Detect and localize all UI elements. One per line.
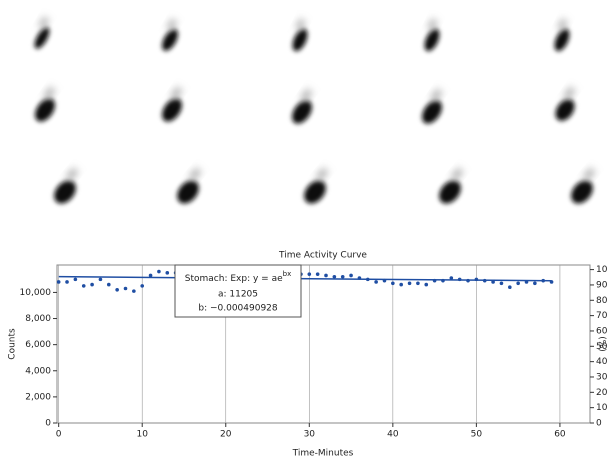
plot: 0 10 20 30 40 50 60 0 2,000 4,000 6,000 8,000 10,000… [20, 265, 607, 440]
data-point [149, 274, 153, 278]
x-tick-label: 50 [471, 430, 483, 440]
data-point [99, 278, 103, 282]
data-point [516, 281, 520, 285]
data-point [450, 276, 454, 280]
data-point [525, 280, 529, 284]
x-tick-label: 40 [387, 430, 399, 440]
y2-tick-label: 60 [596, 326, 607, 336]
data-point [140, 284, 144, 288]
x-tick-label: 30 [304, 430, 316, 440]
y-axis-label: Counts [8, 328, 18, 360]
data-point [333, 275, 337, 279]
data-point [408, 281, 412, 285]
data-point [475, 278, 479, 282]
data-point [124, 287, 128, 291]
data-point [157, 270, 161, 274]
y-tick-label: 6,000 [25, 340, 51, 350]
x-tick-label: 60 [554, 430, 566, 440]
data-point [90, 283, 94, 287]
y2-tick-label: 80 [596, 296, 607, 306]
data-point [324, 274, 328, 278]
data-point [366, 278, 370, 282]
data-point [491, 280, 495, 284]
data-point [500, 281, 504, 285]
data-point [74, 278, 78, 282]
y2-tick-label: 70 [596, 311, 607, 321]
data-point [115, 288, 119, 292]
data-point [541, 279, 545, 283]
scintigraphy-frames [28, 16, 605, 208]
x-axis-label: Time-Minutes [292, 449, 354, 459]
data-point [358, 276, 362, 280]
y-tick-label: 0 [45, 419, 51, 429]
data-point [165, 271, 169, 275]
y2-tick-label: 100 [596, 265, 607, 275]
chart-title: Time Activity Curve [278, 251, 367, 261]
data-point [82, 284, 86, 288]
y-tick-label: 10,000 [20, 288, 52, 298]
annotation-a: a: 11205 [218, 290, 258, 300]
y2-tick-label: 90 [596, 280, 607, 290]
x-tick-label: 0 [56, 430, 62, 440]
data-point [533, 281, 537, 285]
data-point [383, 279, 387, 283]
data-point [416, 281, 420, 285]
data-point [508, 285, 512, 289]
data-point [399, 283, 403, 287]
data-point [424, 283, 428, 287]
data-point [316, 272, 320, 276]
y2-tick-label: 0 [596, 419, 602, 429]
data-point [349, 274, 353, 278]
data-point [441, 279, 445, 283]
data-point [132, 289, 136, 293]
data-point [57, 280, 61, 284]
y-tick-label: 2,000 [25, 392, 51, 402]
data-point [374, 280, 378, 284]
y-tick-label: 8,000 [25, 314, 51, 324]
x-tick-label: 10 [136, 430, 148, 440]
x-tick-label: 20 [220, 430, 232, 440]
annotation-b: b: −0.000490928 [198, 304, 278, 314]
data-point [307, 272, 311, 276]
data-point [433, 279, 437, 283]
data-point [391, 281, 395, 285]
annotation-text: Stomach: Exp: y = ae [185, 274, 283, 284]
data-point [341, 275, 345, 279]
annotation-superscript: bx [283, 270, 292, 278]
y2-tick-label: 50 [596, 342, 607, 352]
data-point [107, 283, 111, 287]
y2-tick-label: 40 [596, 357, 607, 367]
y2-tick-label: 10 [596, 403, 607, 413]
annotation-box: Stomach: Exp: y = aebx a: 11205 b: −0.00… [175, 265, 301, 317]
data-point [550, 280, 554, 284]
data-point [466, 279, 470, 283]
y-tick-label: 4,000 [25, 366, 51, 376]
data-point [458, 278, 462, 282]
data-point [483, 279, 487, 283]
data-point [65, 280, 69, 284]
y2-tick-label: 20 [596, 388, 607, 398]
y2-tick-label: 30 [596, 372, 607, 382]
